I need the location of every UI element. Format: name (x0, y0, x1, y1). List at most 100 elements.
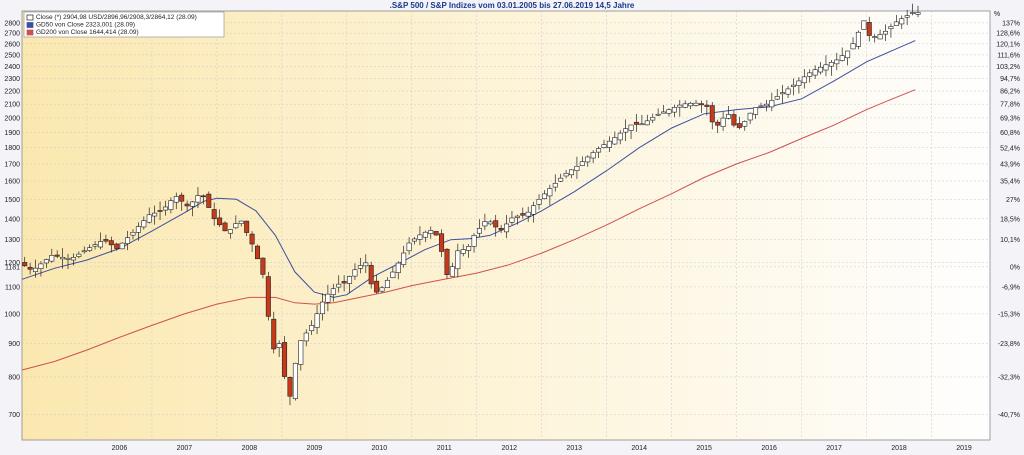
candle (417, 234, 423, 240)
candle (363, 262, 369, 267)
legend-entry: GD50 von Close 2323,001 (28.09) (36, 22, 135, 29)
candle (282, 342, 288, 377)
candle (108, 240, 114, 246)
candle (769, 100, 775, 108)
candle (709, 105, 715, 123)
y-tick-label: 1300 (4, 237, 20, 244)
candle (569, 169, 575, 176)
candle (379, 287, 385, 292)
y-tick-label: 1800 (4, 145, 20, 152)
y-tick-label: 1181 (5, 264, 20, 271)
y-tick-label: 1500 (4, 197, 20, 204)
candle (157, 210, 163, 212)
candle (168, 200, 174, 210)
x-tick-label: 2016 (761, 445, 777, 452)
candle (693, 102, 699, 106)
candle (807, 72, 813, 77)
candle (298, 340, 304, 365)
candle (855, 31, 861, 47)
x-tick-label: 2015 (696, 445, 712, 452)
candle (244, 220, 250, 233)
candle (904, 15, 910, 18)
candle (211, 209, 217, 220)
candle (888, 26, 894, 30)
candle (119, 242, 125, 250)
y-tick-label: 2800 (4, 20, 20, 27)
candle (81, 250, 87, 253)
candle (368, 265, 374, 285)
y-tick-label: 700 (8, 412, 20, 419)
candle (103, 239, 109, 242)
candle (861, 20, 867, 30)
candle (43, 259, 49, 264)
y-tick-label: 2700 (4, 31, 20, 38)
candle (633, 121, 639, 125)
candle (612, 137, 618, 145)
candle (563, 173, 569, 177)
y-tick-label: 800 (8, 374, 20, 381)
candle (850, 43, 856, 50)
candle (753, 107, 759, 115)
candle (341, 281, 347, 284)
candle (552, 182, 558, 188)
candle (661, 111, 667, 114)
candle (195, 195, 201, 203)
candle (319, 301, 325, 315)
candle (303, 332, 309, 342)
candle (601, 144, 607, 148)
pct-tick-label: 77,8% (1000, 102, 1020, 109)
candle (828, 62, 834, 67)
candle (395, 262, 401, 273)
candle (347, 276, 353, 284)
candle (265, 276, 271, 317)
candle (590, 152, 596, 159)
pct-tick-label: 60,8% (1000, 130, 1020, 137)
candle (541, 193, 547, 199)
candle (200, 195, 206, 198)
candle (893, 21, 899, 26)
x-tick-label: 2014 (631, 445, 647, 452)
candle (325, 293, 331, 303)
candle (384, 280, 390, 288)
candle (27, 266, 33, 270)
candle (22, 262, 28, 267)
candle (352, 269, 358, 277)
x-tick-label: 2010 (372, 445, 388, 452)
chart-title: .S&P 500 / S&P Indizes vom 03.01.2005 bi… (390, 1, 635, 10)
candle (688, 102, 694, 107)
gd50-line (21, 40, 916, 298)
pct-tick-label: 27% (1006, 197, 1020, 204)
candle (596, 148, 602, 153)
candle (801, 76, 807, 84)
y-tick-label: 1100 (5, 284, 20, 291)
y-tick-label: 1400 (4, 216, 20, 223)
candle (785, 88, 791, 95)
pct-tick-label: -23,8% (998, 341, 1020, 348)
candle (872, 36, 878, 38)
x-tick-label: 2013 (566, 445, 582, 452)
candle (736, 123, 742, 128)
y-tick-label: 2100 (4, 102, 20, 109)
candle (910, 12, 916, 14)
series-layer (21, 3, 921, 406)
candle (655, 113, 661, 116)
candle (455, 250, 461, 270)
candle (574, 165, 580, 171)
candle (439, 233, 445, 252)
pct-tick-label: 0% (1010, 264, 1020, 271)
candle (33, 267, 39, 272)
candle (520, 213, 526, 216)
candle (406, 242, 412, 252)
pct-tick-label: 120,1% (996, 41, 1020, 48)
candle (184, 203, 190, 207)
candle (774, 96, 780, 100)
candle (698, 103, 704, 106)
y-tick-label: 1900 (4, 130, 20, 137)
legend: Close (*) 2904,98 USD/2896,96/2908,3/286… (23, 11, 225, 38)
pct-tick-label: 69,3% (1000, 116, 1020, 123)
legend-swatch (26, 29, 34, 36)
candle (412, 238, 418, 242)
candle (628, 124, 634, 131)
pct-tick-label: 111,6% (997, 53, 1020, 60)
candle (493, 220, 499, 228)
